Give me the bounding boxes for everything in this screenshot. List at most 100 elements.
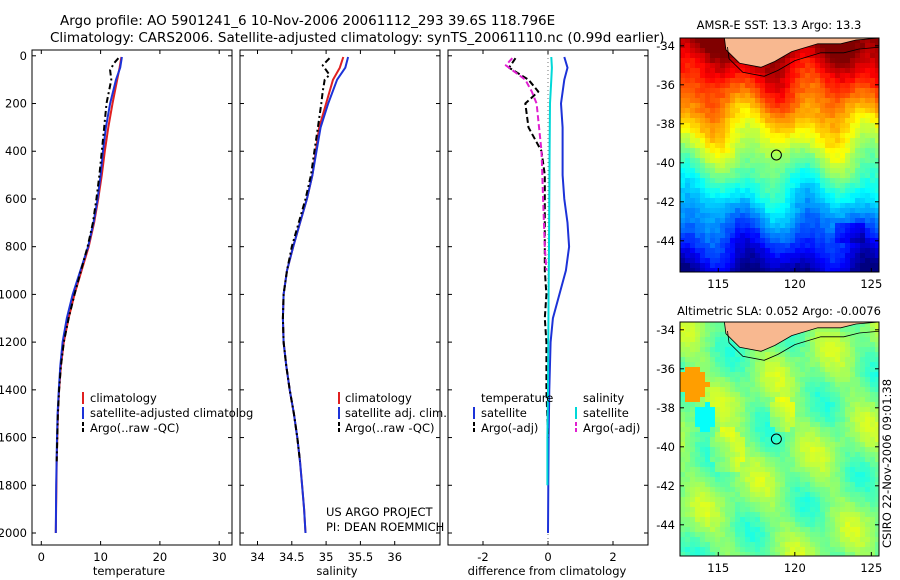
map-cell: [830, 332, 836, 338]
map-cell: [815, 73, 821, 79]
map-cell: [845, 218, 851, 224]
map-cell: [775, 193, 781, 199]
map-cell: [705, 38, 711, 44]
map-cell: [795, 63, 801, 69]
map-cell: [780, 347, 786, 353]
map-cell: [800, 382, 806, 388]
map-cell: [745, 178, 751, 184]
map-cell: [710, 218, 716, 224]
map-cell: [740, 163, 746, 169]
map-cell: [730, 88, 736, 94]
map-cell: [780, 377, 786, 383]
map-cell: [785, 83, 791, 89]
map-cell: [740, 173, 746, 179]
map-cell: [805, 113, 811, 119]
map-cell: [745, 263, 751, 269]
map-cell: [780, 198, 786, 204]
map-cell: [800, 83, 806, 89]
map-cell: [745, 442, 751, 448]
map-cell: [710, 532, 716, 538]
map-cell: [830, 83, 836, 89]
map-cell: [845, 477, 851, 483]
map-cell: [700, 457, 706, 463]
map-cell: [740, 263, 746, 269]
map-cell: [830, 457, 836, 463]
map-cell: [735, 362, 741, 368]
map-cell: [815, 223, 821, 229]
map-cell: [835, 492, 841, 498]
map-cell: [830, 357, 836, 363]
map-cell: [730, 402, 736, 408]
map-cell: [860, 352, 866, 358]
map-cell: [855, 138, 861, 144]
map-cell: [780, 123, 786, 129]
map-cell: [690, 48, 696, 54]
map-cell: [735, 357, 741, 363]
map-cell: [820, 153, 826, 159]
map-cell: [805, 203, 811, 209]
map-cell: [765, 517, 771, 523]
map-cell: [730, 78, 736, 84]
map-cell: [835, 532, 841, 538]
map-cell: [840, 88, 846, 94]
map-cell: [695, 58, 701, 64]
map-cell: [800, 218, 806, 224]
map-cell: [680, 407, 686, 413]
map-cell: [825, 233, 831, 239]
map-cell: [775, 347, 781, 353]
map-cell: [695, 48, 701, 54]
map-cell: [805, 407, 811, 413]
map-cell: [760, 243, 766, 249]
map-cell: [835, 263, 841, 269]
map-cell: [690, 457, 696, 463]
map-cell: [770, 73, 776, 79]
map-cell: [770, 63, 776, 69]
map-cell: [835, 58, 841, 64]
map-cell: [725, 108, 731, 114]
map-cell: [765, 88, 771, 94]
map-cell: [870, 407, 876, 413]
map-cell: [825, 347, 831, 353]
map-cell: [685, 133, 691, 139]
map-cell: [715, 332, 721, 338]
map-cell: [730, 422, 736, 428]
map-y-tick-label: -38: [656, 401, 675, 415]
map-cell: [765, 173, 771, 179]
map-cell: [865, 213, 871, 219]
map-cell: [765, 158, 771, 164]
map-cell: [840, 103, 846, 109]
map-cell: [800, 258, 806, 264]
y-tick-label: 600: [5, 192, 27, 206]
map-cell: [780, 532, 786, 538]
map-cell: [760, 163, 766, 169]
map-cell: [710, 198, 716, 204]
map-cell: [685, 492, 691, 498]
map-cell: [800, 143, 806, 149]
x-tick-label: 35: [319, 550, 334, 564]
map-cell: [825, 527, 831, 533]
map-cell: [690, 532, 696, 538]
map-cell: [800, 377, 806, 383]
map-cell: [815, 532, 821, 538]
map-cell: [830, 103, 836, 109]
map-cell: [865, 372, 871, 378]
map-cell: [785, 367, 791, 373]
map-cell: [695, 462, 701, 468]
map-cell: [700, 163, 706, 169]
map-cell: [770, 507, 776, 513]
map-cell: [875, 63, 879, 69]
map-cell: [725, 63, 731, 69]
map-cell: [795, 342, 801, 348]
map-cell: [705, 447, 711, 453]
map-cell: [825, 223, 831, 229]
map-cell: [725, 377, 731, 383]
map-cell: [720, 547, 726, 553]
map-cell: [800, 442, 806, 448]
map-cell: [840, 253, 846, 259]
map-cell: [745, 352, 751, 358]
map-cell: [715, 213, 721, 219]
map-cell: [720, 472, 726, 478]
map-cell: [860, 472, 866, 478]
map-cell: [805, 133, 811, 139]
map-cell: [845, 397, 851, 403]
